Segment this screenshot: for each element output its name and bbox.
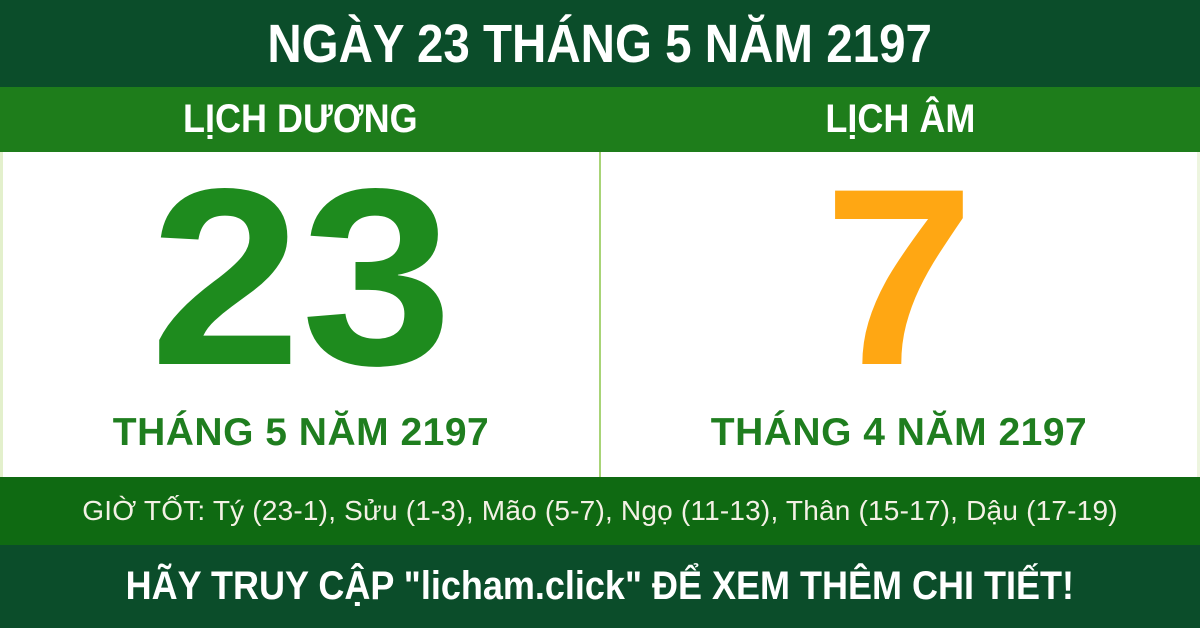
footer-bar: HÃY TRUY CẬP "licham.click" ĐỂ XEM THÊM … (0, 545, 1200, 628)
lunar-panel: 7 THÁNG 4 NĂM 2197 (601, 152, 1197, 477)
solar-calendar-header-label: LỊCH DƯƠNG (182, 97, 418, 141)
good-hours-bar: GIỜ TỐT: Tý (23-1), Sửu (1-3), Mão (5-7)… (0, 477, 1200, 545)
solar-day-number: 23 (149, 137, 453, 419)
lunar-calendar-header: LỊCH ÂM (600, 87, 1200, 152)
solar-calendar-header: LỊCH DƯƠNG (0, 87, 600, 152)
header-bar: NGÀY 23 THÁNG 5 NĂM 2197 (0, 0, 1200, 87)
page-title: NGÀY 23 THÁNG 5 NĂM 2197 (267, 13, 933, 74)
good-hours-text: GIỜ TỐT: Tý (23-1), Sửu (1-3), Mão (5-7)… (82, 495, 1118, 526)
lunar-month-year-label: THÁNG 4 NĂM 2197 (710, 410, 1088, 454)
solar-month-year-label: THÁNG 5 NĂM 2197 (112, 410, 490, 454)
lunar-calendar-header-label: LỊCH ÂM (825, 97, 975, 141)
footer-text: HÃY TRUY CẬP "licham.click" ĐỂ XEM THÊM … (125, 564, 1075, 608)
column-headers: LỊCH DƯƠNG LỊCH ÂM (0, 87, 1200, 152)
panel-divider (599, 152, 601, 477)
calendar-panels: 23 THÁNG 5 NĂM 2197 7 THÁNG 4 NĂM 2197 (0, 152, 1200, 477)
lunar-day-number: 7 (823, 137, 975, 419)
solar-panel: 23 THÁNG 5 NĂM 2197 (3, 152, 599, 477)
